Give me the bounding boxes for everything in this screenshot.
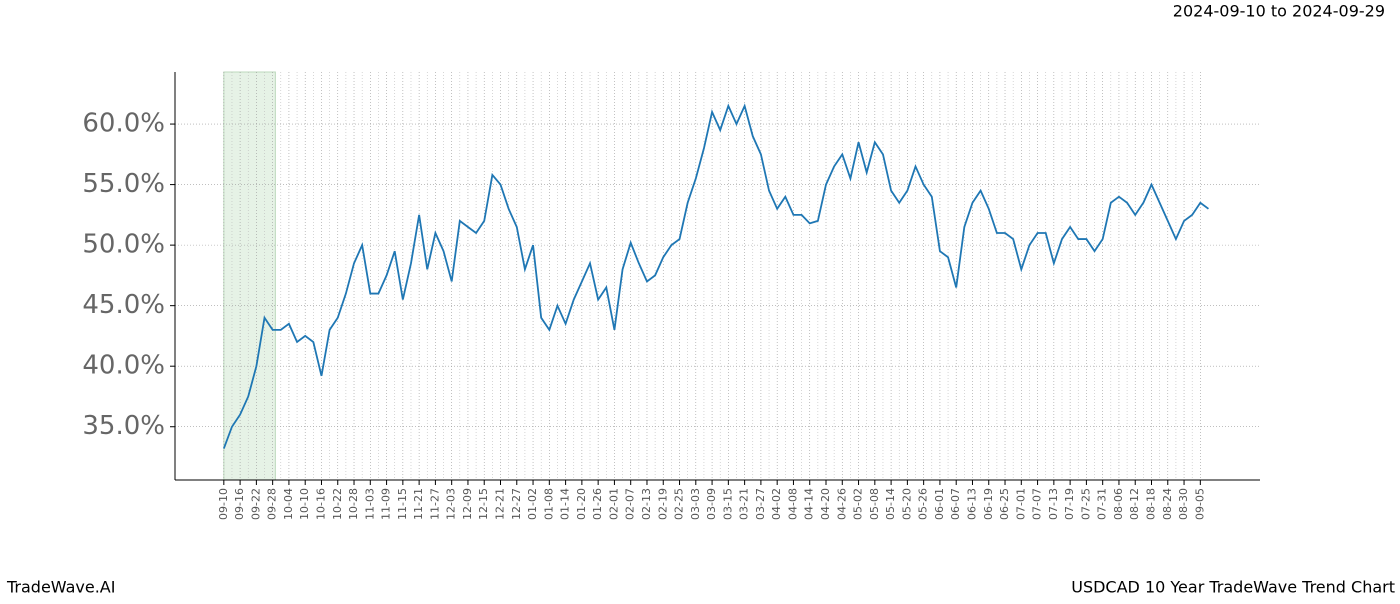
y-tick-label: 60.0% — [82, 109, 165, 139]
x-tick-label: 04-08 — [786, 488, 799, 520]
x-tick-label: 08-30 — [1177, 488, 1190, 520]
x-tick-label: 09-22 — [249, 488, 262, 520]
chart-name: USDCAD 10 Year TradeWave Trend Chart — [1071, 578, 1395, 597]
y-tick-label: 40.0% — [82, 351, 165, 381]
x-tick-label: 04-26 — [835, 488, 848, 520]
x-tick-label: 07-01 — [1014, 488, 1027, 520]
x-tick-label: 06-19 — [982, 488, 995, 520]
y-tick-label: 35.0% — [82, 411, 165, 441]
x-tick-label: 01-08 — [542, 488, 555, 520]
y-tick-label: 55.0% — [82, 169, 165, 199]
x-tick-label: 02-19 — [656, 488, 669, 520]
x-tick-label: 12-15 — [477, 488, 490, 520]
x-tick-label: 07-13 — [1047, 488, 1060, 520]
x-tick-label: 09-16 — [233, 488, 246, 520]
x-tick-label: 07-25 — [1079, 488, 1092, 520]
trend-line — [222, 103, 1209, 449]
x-tick-label: 05-20 — [900, 488, 913, 520]
x-tick-label: 10-04 — [282, 488, 295, 520]
x-tick-label: 09-28 — [266, 488, 279, 520]
date-range: 2024-09-10 to 2024-09-29 — [1173, 2, 1385, 21]
x-tick-label: 03-09 — [705, 488, 718, 520]
x-tick-label: 12-27 — [510, 488, 523, 520]
y-tick-label: 50.0% — [82, 230, 165, 260]
x-tick-label: 11-09 — [380, 488, 393, 520]
x-tick-label: 04-02 — [770, 488, 783, 520]
x-tick-label: 06-01 — [933, 488, 946, 520]
x-tick-label: 05-02 — [852, 488, 865, 520]
highlight-band — [223, 71, 276, 481]
x-tick-label: 08-24 — [1161, 488, 1174, 520]
x-tick-label: 07-31 — [1096, 488, 1109, 520]
x-tick-label: 01-02 — [526, 488, 539, 520]
x-tick-label: 06-25 — [998, 488, 1011, 520]
x-tick-label: 08-06 — [1112, 488, 1125, 520]
x-tick-label: 01-14 — [559, 488, 572, 520]
x-tick-label: 05-26 — [917, 488, 930, 520]
x-tick-label: 06-07 — [949, 488, 962, 520]
x-tick-label: 12-09 — [461, 488, 474, 520]
x-tick-label: 05-14 — [884, 488, 897, 520]
x-tick-label: 10-22 — [331, 488, 344, 520]
x-tick-label: 10-28 — [347, 488, 360, 520]
x-tick-label: 03-03 — [689, 488, 702, 520]
x-tick-label: 04-14 — [803, 488, 816, 520]
x-tick-label: 02-13 — [640, 488, 653, 520]
x-tick-label: 07-07 — [1031, 488, 1044, 520]
x-tick-label: 12-03 — [445, 488, 458, 520]
x-tick-label: 09-05 — [1193, 488, 1206, 520]
x-tick-label: 03-21 — [738, 488, 751, 520]
x-tick-label: 02-01 — [607, 488, 620, 520]
x-tick-label: 11-21 — [412, 488, 425, 520]
x-tick-label: 11-03 — [363, 488, 376, 520]
x-tick-label: 10-10 — [298, 488, 311, 520]
y-tick-label: 45.0% — [82, 290, 165, 320]
x-tick-label: 02-25 — [673, 488, 686, 520]
x-tick-label: 02-07 — [624, 488, 637, 520]
x-tick-label: 03-27 — [754, 488, 767, 520]
x-tick-label: 07-19 — [1063, 488, 1076, 520]
x-tick-label: 01-20 — [575, 488, 588, 520]
x-tick-label: 09-10 — [217, 488, 230, 520]
x-tick-label: 08-12 — [1128, 488, 1141, 520]
x-tick-label: 11-27 — [428, 488, 441, 520]
x-tick-label: 10-16 — [314, 488, 327, 520]
x-tick-label: 06-13 — [965, 488, 978, 520]
x-tick-label: 08-18 — [1145, 488, 1158, 520]
x-tick-label: 04-20 — [819, 488, 832, 520]
x-tick-label: 05-08 — [868, 488, 881, 520]
brand: TradeWave.AI — [6, 578, 115, 597]
x-tick-label: 01-26 — [591, 488, 604, 520]
x-tick-label: 03-15 — [721, 488, 734, 520]
x-tick-label: 12-21 — [494, 488, 507, 520]
x-tick-label: 11-15 — [396, 488, 409, 520]
